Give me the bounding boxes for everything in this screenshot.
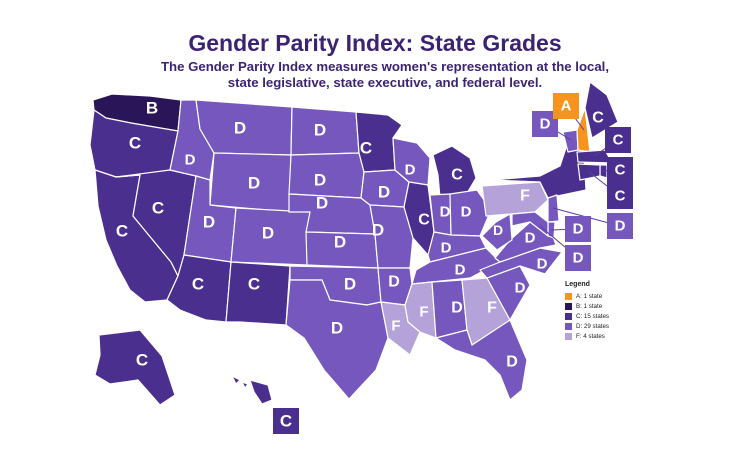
grade-label-wi: D: [405, 162, 416, 179]
legend-item-a: A: 1 state: [565, 292, 655, 302]
grade-label-vt: D: [540, 116, 551, 133]
legend-item-f: F: 4 states: [565, 331, 655, 341]
grade-label-co: D: [262, 224, 274, 243]
grade-badge-de: [565, 216, 591, 242]
legend-label-d: D: 29 states: [576, 322, 610, 330]
legend-swatch-b: [565, 303, 572, 311]
grade-label-ri: C: [615, 162, 626, 179]
grade-label-nh: A: [561, 98, 572, 115]
grade-label-ms: F: [419, 304, 428, 321]
grade-label-mi: C: [451, 167, 463, 184]
grade-label-al: D: [451, 300, 463, 317]
legend-label-b: B: 1 state: [576, 303, 603, 311]
state-tx: [285, 279, 389, 400]
grade-label-az: C: [192, 275, 204, 294]
grade-label-ks: D: [334, 233, 346, 252]
grade-label-wy: D: [248, 174, 260, 193]
grade-label-ar: D: [388, 274, 400, 291]
grade-label-wv: D: [493, 222, 503, 238]
grade-label-wa: B: [146, 99, 158, 118]
grade-label-la: F: [391, 318, 400, 335]
grade-label-hi: C: [280, 412, 292, 431]
state-ak: [94, 329, 176, 406]
grade-label-mo: D: [372, 221, 384, 240]
legend-swatch-a: [565, 293, 572, 301]
grade-label-de: D: [573, 221, 584, 238]
grade-label-ky: D: [441, 240, 452, 257]
grade-label-ct: C: [615, 188, 626, 205]
legend-title: Legend: [565, 281, 590, 288]
grade-label-sc: D: [515, 280, 526, 297]
grade-label-md: D: [573, 250, 584, 267]
grade-label-ny: C: [539, 150, 551, 167]
state-pa: [481, 181, 549, 217]
state-md: [511, 211, 549, 237]
grade-label-id: D: [185, 152, 196, 169]
state-oh: [449, 189, 492, 237]
legend: Legend A: 1 state B: 1 state C: 15 state…: [565, 281, 655, 341]
grade-label-in: D: [440, 204, 451, 221]
state-sd: [288, 152, 365, 199]
state-hi: [231, 375, 273, 405]
grade-label-mt: D: [234, 119, 246, 138]
grade-label-me: C: [592, 110, 604, 127]
grade-label-tn: D: [455, 262, 466, 279]
grade-label-ok: D: [344, 275, 356, 294]
legend-swatch-d: [565, 322, 572, 330]
map-subtitle: The Gender Parity Index measures women's…: [161, 59, 609, 90]
state-me: [584, 81, 619, 139]
state-fl: [435, 319, 528, 401]
grade-label-nc: D: [537, 256, 548, 273]
grade-badge-hi: [273, 408, 299, 434]
grade-badge-ct: [607, 183, 633, 209]
grade-label-il: C: [418, 212, 430, 229]
grade-label-nv: C: [152, 199, 164, 218]
legend-label-f: F: 4 states: [576, 332, 605, 340]
legend-item-d: D: 29 states: [565, 321, 655, 331]
grade-label-ut: D: [203, 213, 215, 232]
state-ri: [599, 164, 608, 179]
states-layer: [89, 81, 619, 406]
grade-label-fl: D: [506, 354, 518, 371]
grade-label-nd: D: [314, 121, 326, 140]
grade-label-ga: F: [487, 300, 497, 317]
grade-label-mn: C: [360, 139, 372, 158]
legend-label-a: A: 1 state: [576, 293, 603, 301]
grade-label-tx: D: [331, 319, 343, 338]
grade-label-ma: C: [613, 132, 624, 149]
grade-badge-ma: [605, 127, 631, 153]
grade-label-sd: D: [314, 171, 326, 190]
legend-swatch-c: [565, 312, 572, 320]
legend-item-c: C: 15 states: [565, 312, 655, 322]
grade-label-nj: D: [615, 218, 626, 235]
grade-label-ne: D: [316, 194, 328, 213]
legend-label-c: C: 15 states: [576, 312, 610, 320]
grade-label-ak: C: [136, 351, 148, 370]
legend-item-b: B: 1 state: [565, 302, 655, 312]
state-nm: [225, 261, 291, 326]
grade-label-ca: C: [116, 222, 128, 241]
state-mi: [432, 145, 477, 201]
map-title: Gender Parity Index: State Grades: [188, 30, 562, 56]
grade-badge-ri: [607, 157, 633, 183]
grade-badge-nj: [607, 213, 633, 239]
grade-label-ia: D: [378, 183, 390, 202]
grade-label-or: C: [129, 134, 141, 153]
state-wv: [481, 213, 513, 251]
state-tn: [411, 247, 501, 285]
grade-label-pa: F: [520, 188, 530, 205]
grade-label-va: D: [525, 230, 536, 247]
legend-swatch-f: [565, 332, 572, 340]
grade-label-nm: C: [248, 275, 260, 294]
grade-label-oh: D: [461, 204, 472, 221]
grade-badge-nh: [553, 93, 579, 119]
grade-badge-md: [565, 245, 591, 271]
